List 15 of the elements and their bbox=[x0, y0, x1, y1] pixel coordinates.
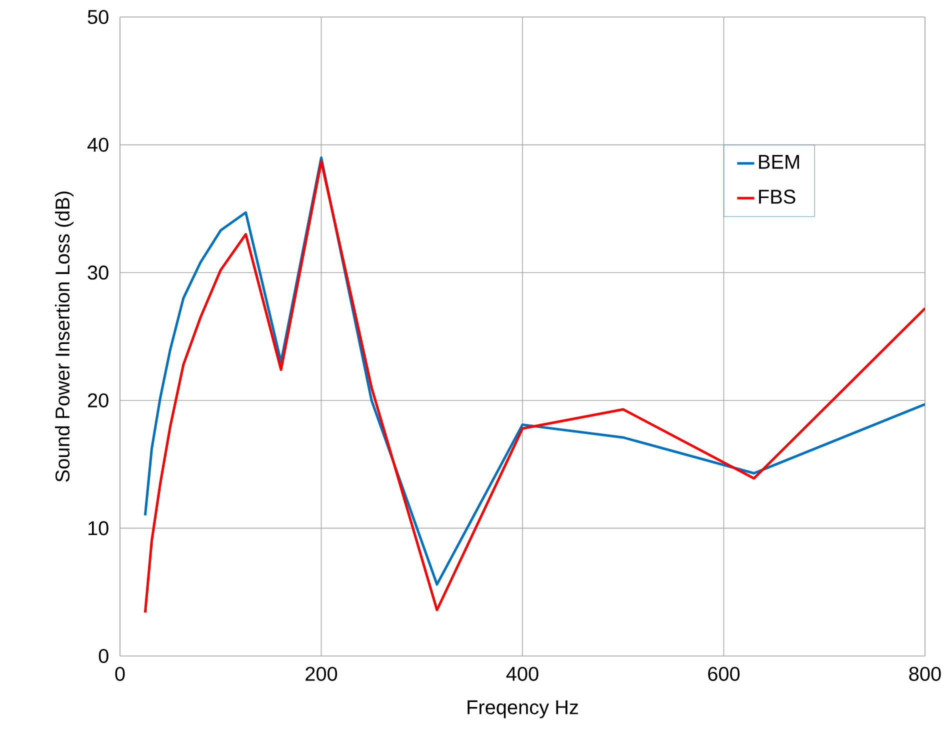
y-tick-label: 50 bbox=[88, 10, 108, 24]
y-tick-label: 10 bbox=[88, 521, 108, 536]
x-tick-label: 400 bbox=[506, 666, 538, 681]
x-tick-label: 600 bbox=[708, 666, 740, 681]
y-tick-label: 30 bbox=[88, 266, 108, 280]
x-tick-label: 0 bbox=[115, 666, 125, 681]
legend-label: FBS bbox=[759, 190, 796, 204]
y-tick-label: 20 bbox=[88, 393, 108, 408]
y-axis-title: Sound Power Insertion Loss (dB) bbox=[54, 192, 74, 482]
y-tick-label: 40 bbox=[87, 138, 108, 152]
legend-label: BEM bbox=[759, 154, 799, 169]
x-tick-label: 800 bbox=[909, 666, 941, 681]
y-tick-label: 0 bbox=[98, 648, 108, 664]
x-axis-title: Freqency Hz bbox=[468, 700, 578, 718]
x-tick-label: 200 bbox=[306, 666, 338, 681]
